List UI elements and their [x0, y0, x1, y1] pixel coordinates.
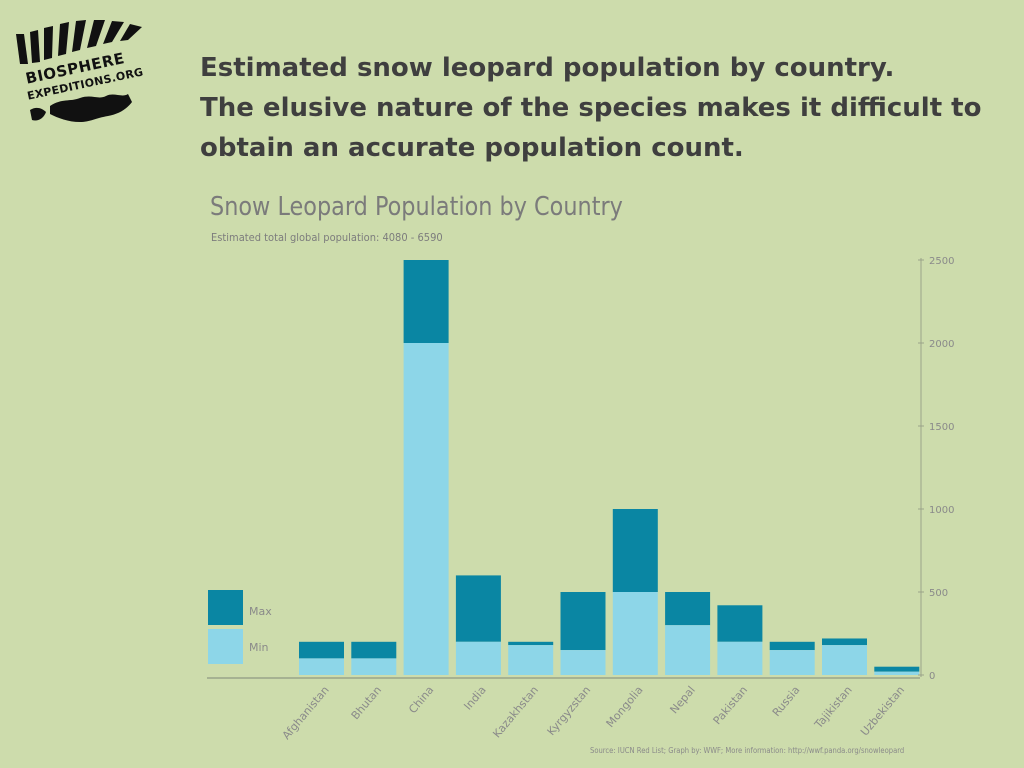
- x-tick-label-pakistan: Pakistan: [711, 684, 751, 728]
- bar-min-kyrgyzstan: [560, 650, 606, 675]
- legend-min-label: Min: [249, 641, 269, 654]
- bar-max-pakistan: [717, 605, 763, 642]
- legend-min-swatch: [208, 629, 243, 664]
- bar-max-afghanistan: [299, 641, 344, 659]
- slide-headline: Estimated snow leopard population by cou…: [200, 48, 1000, 168]
- y-tick-label-500: 500: [929, 588, 948, 599]
- bar-max-uzbekistan: [874, 666, 920, 672]
- y-tick-label-2500: 2500: [929, 256, 954, 267]
- x-tick-label-china: China: [406, 684, 436, 716]
- y-tick-label-1500: 1500: [929, 422, 954, 433]
- chart-title: Snow Leopard Population by Country: [210, 192, 623, 222]
- headline-line-2: The elusive nature of the species makes …: [200, 93, 982, 123]
- y-tick-label-2000: 2000: [929, 339, 954, 350]
- bar-min-pakistan: [717, 641, 763, 675]
- bar-min-china: [403, 343, 449, 675]
- bar-max-mongolia: [612, 509, 658, 592]
- legend-max-label: Max: [249, 605, 272, 618]
- x-tick-label-nepal: Nepal: [668, 684, 698, 717]
- x-tick-label-mongolia: Mongolia: [604, 684, 646, 730]
- x-tick-label-russia: Russia: [770, 684, 803, 719]
- y-tick-label-1000: 1000: [929, 505, 954, 516]
- bar-min-india: [455, 641, 501, 675]
- bar-max-india: [455, 575, 501, 642]
- bar-max-china: [403, 260, 449, 343]
- x-tick-label-uzbekistan: Uzbekistan: [858, 684, 907, 739]
- bar-min-russia: [769, 650, 815, 675]
- x-tick-label-kyrgyzstan: Kyrgyzstan: [545, 684, 594, 739]
- bar-min-afghanistan: [299, 658, 344, 675]
- bar-min-mongolia: [612, 592, 658, 675]
- bar-max-bhutan: [351, 641, 397, 659]
- x-tick-label-tajikistan: Tajikistan: [811, 684, 854, 732]
- bar-max-tajikistan: [822, 638, 867, 646]
- biosphere-expeditions-logo: BIOSPHERE EXPEDITIONS.ORG: [10, 18, 152, 130]
- logo-graphic: [16, 20, 142, 122]
- bar-max-russia: [769, 641, 815, 651]
- headline-line-3: obtain an accurate population count.: [200, 133, 744, 163]
- bar-min-bhutan: [351, 658, 397, 675]
- x-tick-label-kazakhstan: Kazakhstan: [490, 684, 541, 741]
- y-tick-label-0: 0: [929, 671, 935, 682]
- bar-max-kyrgyzstan: [560, 592, 606, 651]
- bar-min-uzbekistan: [874, 671, 920, 675]
- source-note: Source: IUCN Red List; Graph by: WWF; Mo…: [590, 746, 905, 755]
- bar-max-kazakhstan: [508, 641, 554, 646]
- bar-max-nepal: [665, 592, 711, 626]
- headline-line-1: Estimated snow leopard population by cou…: [200, 53, 895, 83]
- chart-subtitle: Estimated total global population: 4080 …: [211, 231, 443, 244]
- bar-min-kazakhstan: [508, 645, 554, 675]
- x-tick-label-india: India: [461, 684, 488, 713]
- x-tick-label-bhutan: Bhutan: [349, 684, 384, 723]
- bar-min-tajikistan: [822, 645, 867, 675]
- bar-min-nepal: [665, 625, 711, 675]
- legend-max-swatch: [208, 590, 243, 625]
- x-tick-label-afghanistan: Afghanistan: [280, 684, 332, 743]
